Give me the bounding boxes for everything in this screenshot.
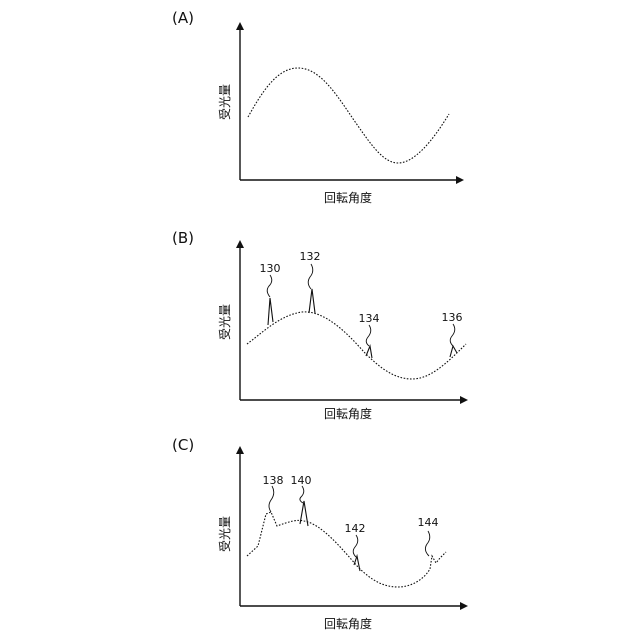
- panel-b-y-axis-label: 受光量: [218, 304, 232, 340]
- panel-b-callout-132: 132: [300, 250, 321, 263]
- panel-c-y-axis-label: 受光量: [218, 516, 232, 552]
- panel-b-curve: [247, 312, 466, 379]
- panel-a-curve: [248, 68, 449, 163]
- panel-a-label: (A): [172, 9, 194, 27]
- panel-a-x-axis-label: 回転角度: [324, 190, 372, 205]
- panel-b-label: (B): [172, 229, 194, 247]
- panel-b-spike-130: [268, 298, 273, 325]
- panel-a: (A) 受光量 回転角度: [172, 9, 462, 205]
- panel-b-callout-136: 136: [442, 311, 463, 324]
- panel-b: (B) 受光量 回転角度 130 132 134 136: [172, 229, 466, 421]
- panel-c-x-axis-label: 回転角度: [324, 616, 372, 631]
- panel-b-x-axis-label: 回転角度: [324, 406, 372, 421]
- panel-b-leader-132: [308, 264, 313, 289]
- panel-b-callout-134: 134: [359, 312, 380, 325]
- panel-a-y-axis-label: 受光量: [218, 84, 232, 120]
- panel-b-spike-132: [309, 289, 315, 313]
- panel-c-spike-140: [300, 501, 308, 526]
- panel-c-spike-142: [354, 556, 360, 571]
- panel-c-leader-138: [269, 486, 274, 512]
- panel-c-callout-144: 144: [418, 516, 439, 529]
- panel-b-leader-130: [267, 275, 272, 297]
- panel-b-spike-134: [366, 346, 372, 358]
- panel-c: (C) 受光量 回転角度 138 140 142 144: [172, 436, 466, 631]
- panel-b-callout-130: 130: [260, 262, 281, 275]
- panel-c-leader-144: [425, 531, 429, 556]
- panel-b-spike-136: [450, 346, 457, 357]
- panel-c-callout-142: 142: [345, 522, 366, 535]
- panel-c-callout-138: 138: [263, 474, 284, 487]
- panel-b-leader-134: [366, 325, 371, 346]
- panel-c-label: (C): [172, 436, 194, 454]
- panel-b-leader-136: [450, 324, 455, 346]
- panel-c-leader-140: [300, 486, 304, 503]
- panel-c-leader-142: [353, 535, 358, 557]
- panel-c-callout-140: 140: [291, 474, 312, 487]
